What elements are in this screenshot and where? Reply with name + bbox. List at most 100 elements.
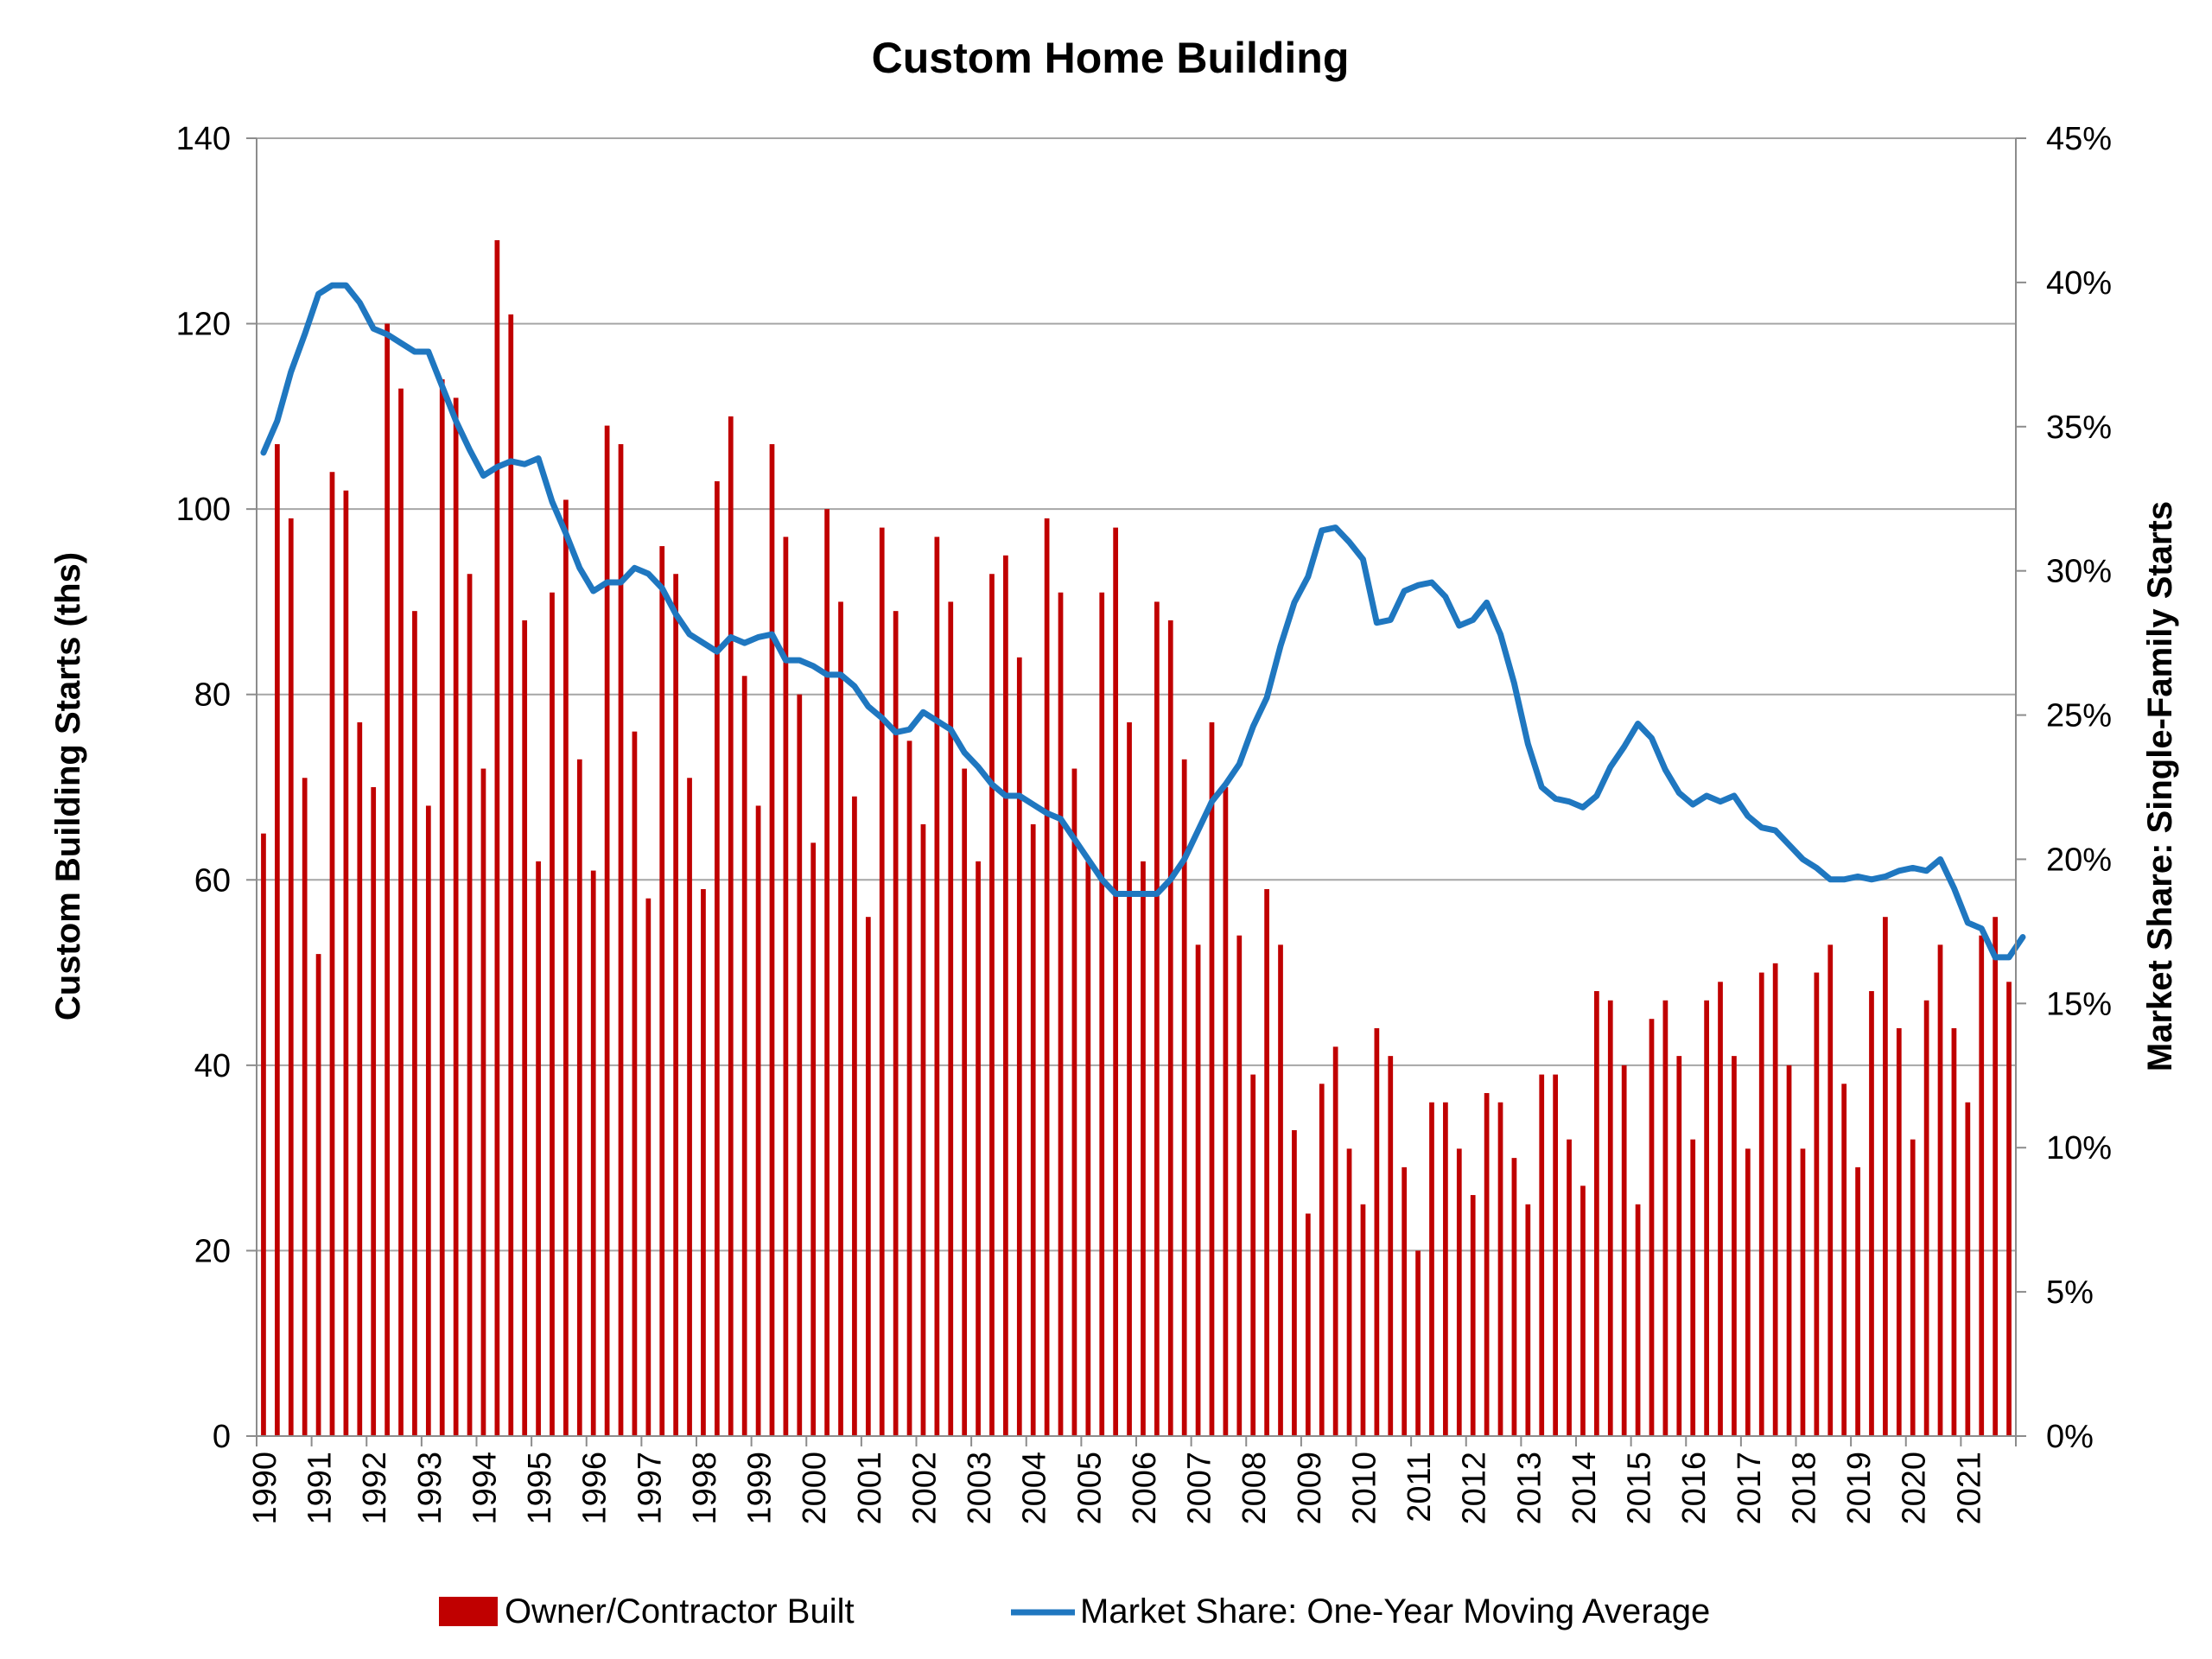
- bar: [1113, 527, 1119, 1436]
- bar: [1030, 823, 1036, 1436]
- bar: [741, 676, 747, 1436]
- x-tick-label: 1998: [687, 1452, 723, 1525]
- left-tick-label: 40: [194, 1048, 231, 1084]
- bar: [1814, 972, 1820, 1436]
- bar: [1209, 721, 1215, 1436]
- legend-swatch-owner-contractor-built: [439, 1597, 498, 1626]
- bar: [1580, 1185, 1586, 1436]
- bar: [261, 833, 266, 1436]
- bar: [1264, 889, 1269, 1436]
- right-tick-label: 30%: [2046, 554, 2112, 590]
- bar: [879, 527, 885, 1436]
- bar: [315, 954, 321, 1436]
- bar: [1594, 991, 1599, 1436]
- bar-series-owner-contractor-built: [261, 240, 2012, 1437]
- bar: [1718, 982, 1723, 1436]
- bar: [2006, 982, 2012, 1436]
- bar: [1786, 1065, 1792, 1436]
- left-axis-title: Custom Building Starts (ths): [49, 552, 87, 1020]
- bar: [550, 592, 555, 1436]
- right-axis-ticks: 0% 5% 10% 15% 20% 25% 30% 35% 40% 45%: [2016, 121, 2112, 1455]
- bar: [302, 778, 308, 1436]
- right-tick-label: 45%: [2046, 121, 2112, 157]
- x-tick-label: 2012: [1457, 1452, 1493, 1525]
- x-tick-label: 2019: [1841, 1452, 1878, 1525]
- bar: [1910, 1139, 1916, 1436]
- bar: [1676, 1056, 1682, 1436]
- bar: [701, 889, 706, 1436]
- bar: [1456, 1148, 1462, 1436]
- bar: [1993, 917, 1999, 1436]
- bar: [1305, 1213, 1311, 1436]
- bar: [755, 805, 761, 1436]
- bar: [1690, 1139, 1696, 1436]
- bar: [1883, 917, 1888, 1436]
- bar: [1374, 1027, 1380, 1436]
- right-axis-title: Market Share: Single-Family Starts: [2141, 501, 2179, 1071]
- x-tick-label: 2006: [1127, 1452, 1163, 1525]
- bar: [1141, 861, 1146, 1436]
- right-tick-label: 40%: [2046, 265, 2112, 302]
- x-tick-label: 2005: [1071, 1452, 1108, 1525]
- bar: [1292, 1129, 1297, 1436]
- bar: [1415, 1250, 1421, 1436]
- bar: [398, 388, 404, 1436]
- bar: [1800, 1148, 1806, 1436]
- market-share-line: [260, 282, 2026, 961]
- bar: [1127, 721, 1132, 1436]
- bar: [467, 574, 473, 1436]
- legend: Owner/Contractor Built Market Share: One…: [439, 1592, 1710, 1630]
- x-tick-label: 2008: [1236, 1452, 1273, 1525]
- bar: [920, 823, 926, 1436]
- x-tick-label: 2004: [1017, 1452, 1053, 1525]
- bar: [1772, 963, 1778, 1436]
- bar: [1662, 1000, 1669, 1436]
- line-series-market-share: [260, 282, 2026, 961]
- bar: [563, 499, 569, 1437]
- bar: [906, 741, 912, 1436]
- x-tick-label: 1996: [577, 1452, 613, 1525]
- bar: [343, 490, 349, 1437]
- left-tick-label: 100: [176, 492, 231, 528]
- x-tick-label: 2003: [962, 1452, 998, 1525]
- x-tick-label: 2010: [1346, 1452, 1382, 1525]
- bar: [659, 546, 665, 1436]
- right-tick-label: 10%: [2046, 1130, 2112, 1166]
- bar: [1167, 620, 1173, 1436]
- bar: [976, 861, 981, 1436]
- x-tick-label: 2013: [1511, 1452, 1548, 1525]
- bar: [1827, 944, 1834, 1436]
- bar: [962, 768, 968, 1436]
- bar: [645, 898, 652, 1436]
- legend-label-market-share: Market Share: One-Year Moving Average: [1080, 1592, 1710, 1630]
- bar: [1855, 1166, 1860, 1436]
- x-axis-ticks: 1990 1991 1992 1993 1994 1995 1996 1997 1998 1999…: [247, 1436, 2017, 1525]
- bar: [1923, 1000, 1929, 1436]
- bar: [1181, 759, 1187, 1436]
- bar: [618, 444, 624, 1436]
- bar: [934, 537, 940, 1436]
- bar: [728, 416, 734, 1436]
- bar: [1250, 1074, 1256, 1436]
- bar: [1635, 1204, 1641, 1436]
- bar: [1704, 1000, 1709, 1436]
- x-tick-label: 2007: [1182, 1452, 1218, 1525]
- bar: [275, 444, 280, 1436]
- left-tick-label: 80: [194, 677, 231, 714]
- bar: [1099, 592, 1105, 1436]
- right-tick-label: 25%: [2046, 698, 2112, 734]
- bar: [1979, 935, 1985, 1436]
- left-tick-label: 0: [213, 1419, 231, 1455]
- bar: [1223, 787, 1229, 1436]
- bar: [508, 314, 514, 1437]
- x-tick-label: 1992: [357, 1452, 393, 1525]
- x-tick-label: 1999: [742, 1452, 779, 1525]
- bar: [1332, 1046, 1338, 1436]
- bar: [412, 611, 417, 1436]
- bar: [536, 861, 541, 1436]
- bar: [1649, 1019, 1655, 1436]
- bar: [783, 537, 789, 1436]
- bar: [769, 444, 775, 1436]
- bar: [385, 323, 390, 1436]
